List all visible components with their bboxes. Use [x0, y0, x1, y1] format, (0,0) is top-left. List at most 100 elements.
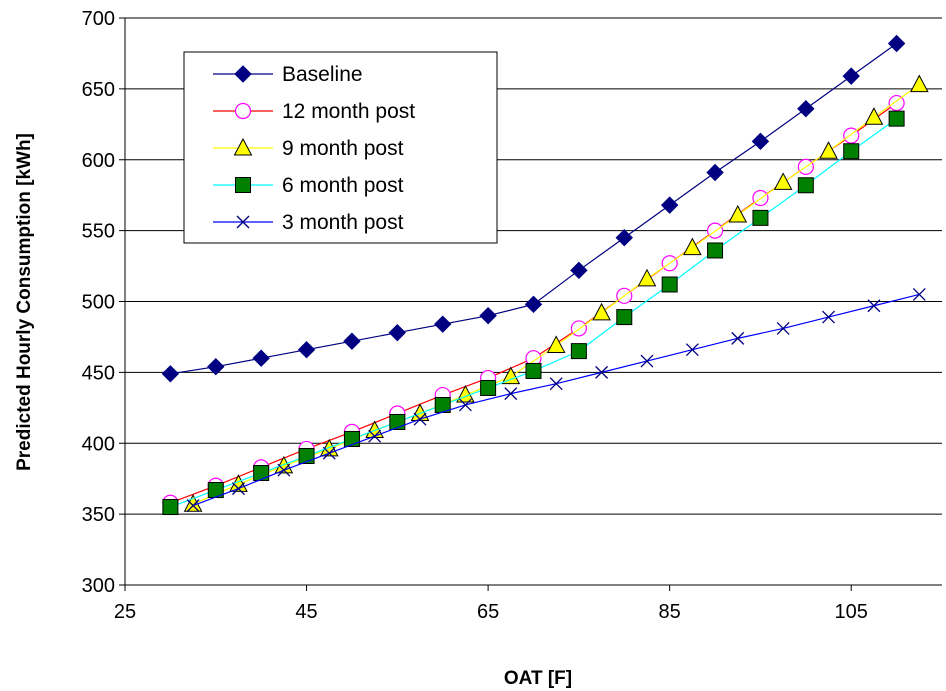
data-point-9-month-post: [819, 141, 838, 159]
legend-marker: [233, 137, 253, 156]
data-point-12-month-post: [888, 94, 905, 112]
y-tick-label: 600: [82, 150, 115, 172]
data-point-3-month-post: [912, 287, 926, 301]
legend-item-3-month-post: 3 month post: [213, 211, 404, 234]
marker-stroke: [867, 299, 881, 313]
data-point-baseline: [887, 34, 906, 53]
marker-stroke: [822, 310, 835, 324]
data-point-baseline: [479, 306, 497, 325]
data-point-baseline: [434, 315, 452, 333]
data-point-3-month-post: [549, 377, 563, 391]
series-3-month-post: [186, 287, 926, 513]
data-point-6-month-post: [162, 499, 179, 516]
marker-stroke: [912, 287, 926, 301]
data-point-6-month-post: [707, 242, 724, 259]
data-point-baseline: [751, 132, 770, 151]
series-9-month-post: [183, 74, 929, 512]
legend-label: 9 month post: [282, 137, 404, 160]
data-point-3-month-post: [822, 310, 835, 324]
legend-label: 3 month post: [282, 211, 404, 234]
legend-marker: [234, 102, 252, 120]
data-point-baseline: [524, 295, 543, 314]
y-tick-label: 500: [82, 292, 115, 314]
data-point-3-month-post: [504, 387, 518, 401]
data-point-baseline: [570, 261, 588, 280]
data-point-baseline: [842, 67, 860, 85]
legend-item-9-month-post: 9 month post: [213, 137, 404, 160]
data-point-9-month-post: [501, 366, 521, 385]
legend-label: 6 month post: [282, 174, 404, 197]
legend: Baseline 12 month post 9 month post 6 month…: [183, 51, 498, 244]
data-point-6-month-post: [797, 177, 814, 194]
marker-stroke: [236, 215, 250, 229]
data-point-9-month-post: [864, 107, 884, 125]
data-point-9-month-post: [592, 302, 611, 321]
y-tick-label: 700: [82, 8, 115, 30]
data-point-9-month-post: [637, 268, 657, 287]
data-point-9-month-post: [183, 494, 203, 512]
marker-stroke: [232, 482, 245, 496]
data-point-3-month-post: [368, 429, 382, 443]
data-point-6-month-post: [661, 276, 678, 293]
data-point-9-month-post: [683, 237, 702, 256]
y-tick-label: 450: [82, 362, 115, 384]
marker-stroke: [685, 343, 699, 357]
legend-marker: [234, 65, 252, 83]
marker-stroke: [322, 446, 336, 460]
legend-marker: [236, 215, 250, 229]
data-point-6-month-post: [843, 143, 860, 160]
legend-label: 12 month post: [282, 100, 415, 123]
x-tick-label: 65: [477, 601, 499, 623]
legend-item-12-month-post: 12 month post: [213, 100, 415, 123]
data-point-9-month-post: [365, 420, 384, 438]
marker-stroke: [640, 354, 654, 368]
marker-stroke: [458, 398, 472, 412]
y-tick-label: 550: [82, 221, 115, 243]
data-point-6-month-post: [616, 309, 633, 326]
data-point-6-month-post: [570, 343, 587, 360]
y-tick-label: 350: [82, 504, 115, 526]
y-tick-label: 400: [82, 433, 115, 455]
data-point-baseline: [615, 229, 633, 247]
marker-stroke: [368, 429, 382, 443]
data-point-baseline: [161, 365, 180, 383]
x-tick-label: 45: [295, 601, 317, 623]
marker-stroke: [277, 463, 291, 477]
data-point-baseline: [660, 196, 679, 214]
data-point-6-month-post: [888, 110, 905, 127]
data-point-3-month-post: [867, 299, 881, 313]
tick-labels: 300 350 400 450 500 550 600 650 700 25 45 65 85 105: [82, 8, 868, 623]
series-layer: [161, 34, 929, 516]
data-point-9-month-post: [728, 204, 748, 223]
marker-stroke: [549, 377, 563, 391]
legend-marker: [235, 177, 251, 193]
data-point-3-month-post: [776, 321, 790, 335]
legend-item-baseline: Baseline: [213, 63, 363, 86]
legend-label: Baseline: [282, 63, 363, 86]
data-point-baseline: [207, 357, 225, 376]
data-point-3-month-post: [640, 354, 654, 368]
marker-stroke: [595, 365, 609, 379]
x-axis-title: OAT [F]: [504, 668, 572, 689]
y-tick-label: 300: [82, 575, 115, 597]
axes: [119, 17, 942, 591]
x-tick-label: 105: [835, 601, 868, 623]
data-point-6-month-post: [480, 379, 497, 396]
data-point-baseline: [388, 323, 407, 342]
data-point-9-month-post: [909, 74, 929, 93]
data-point-baseline: [706, 163, 724, 182]
data-point-6-month-post: [752, 209, 769, 226]
data-point-3-month-post: [322, 446, 336, 460]
legend-item-6-month-post: 6 month post: [213, 174, 404, 197]
data-point-3-month-post: [595, 365, 609, 379]
data-point-6-month-post: [525, 362, 542, 379]
data-point-3-month-post: [685, 343, 699, 357]
marker-stroke: [186, 499, 200, 513]
series-line-3-month-post: [192, 293, 920, 507]
marker-stroke: [413, 412, 427, 426]
y-tick-label: 650: [82, 79, 115, 101]
marker-stroke: [776, 321, 790, 335]
data-point-3-month-post: [186, 499, 200, 513]
data-point-3-month-post: [731, 331, 745, 345]
